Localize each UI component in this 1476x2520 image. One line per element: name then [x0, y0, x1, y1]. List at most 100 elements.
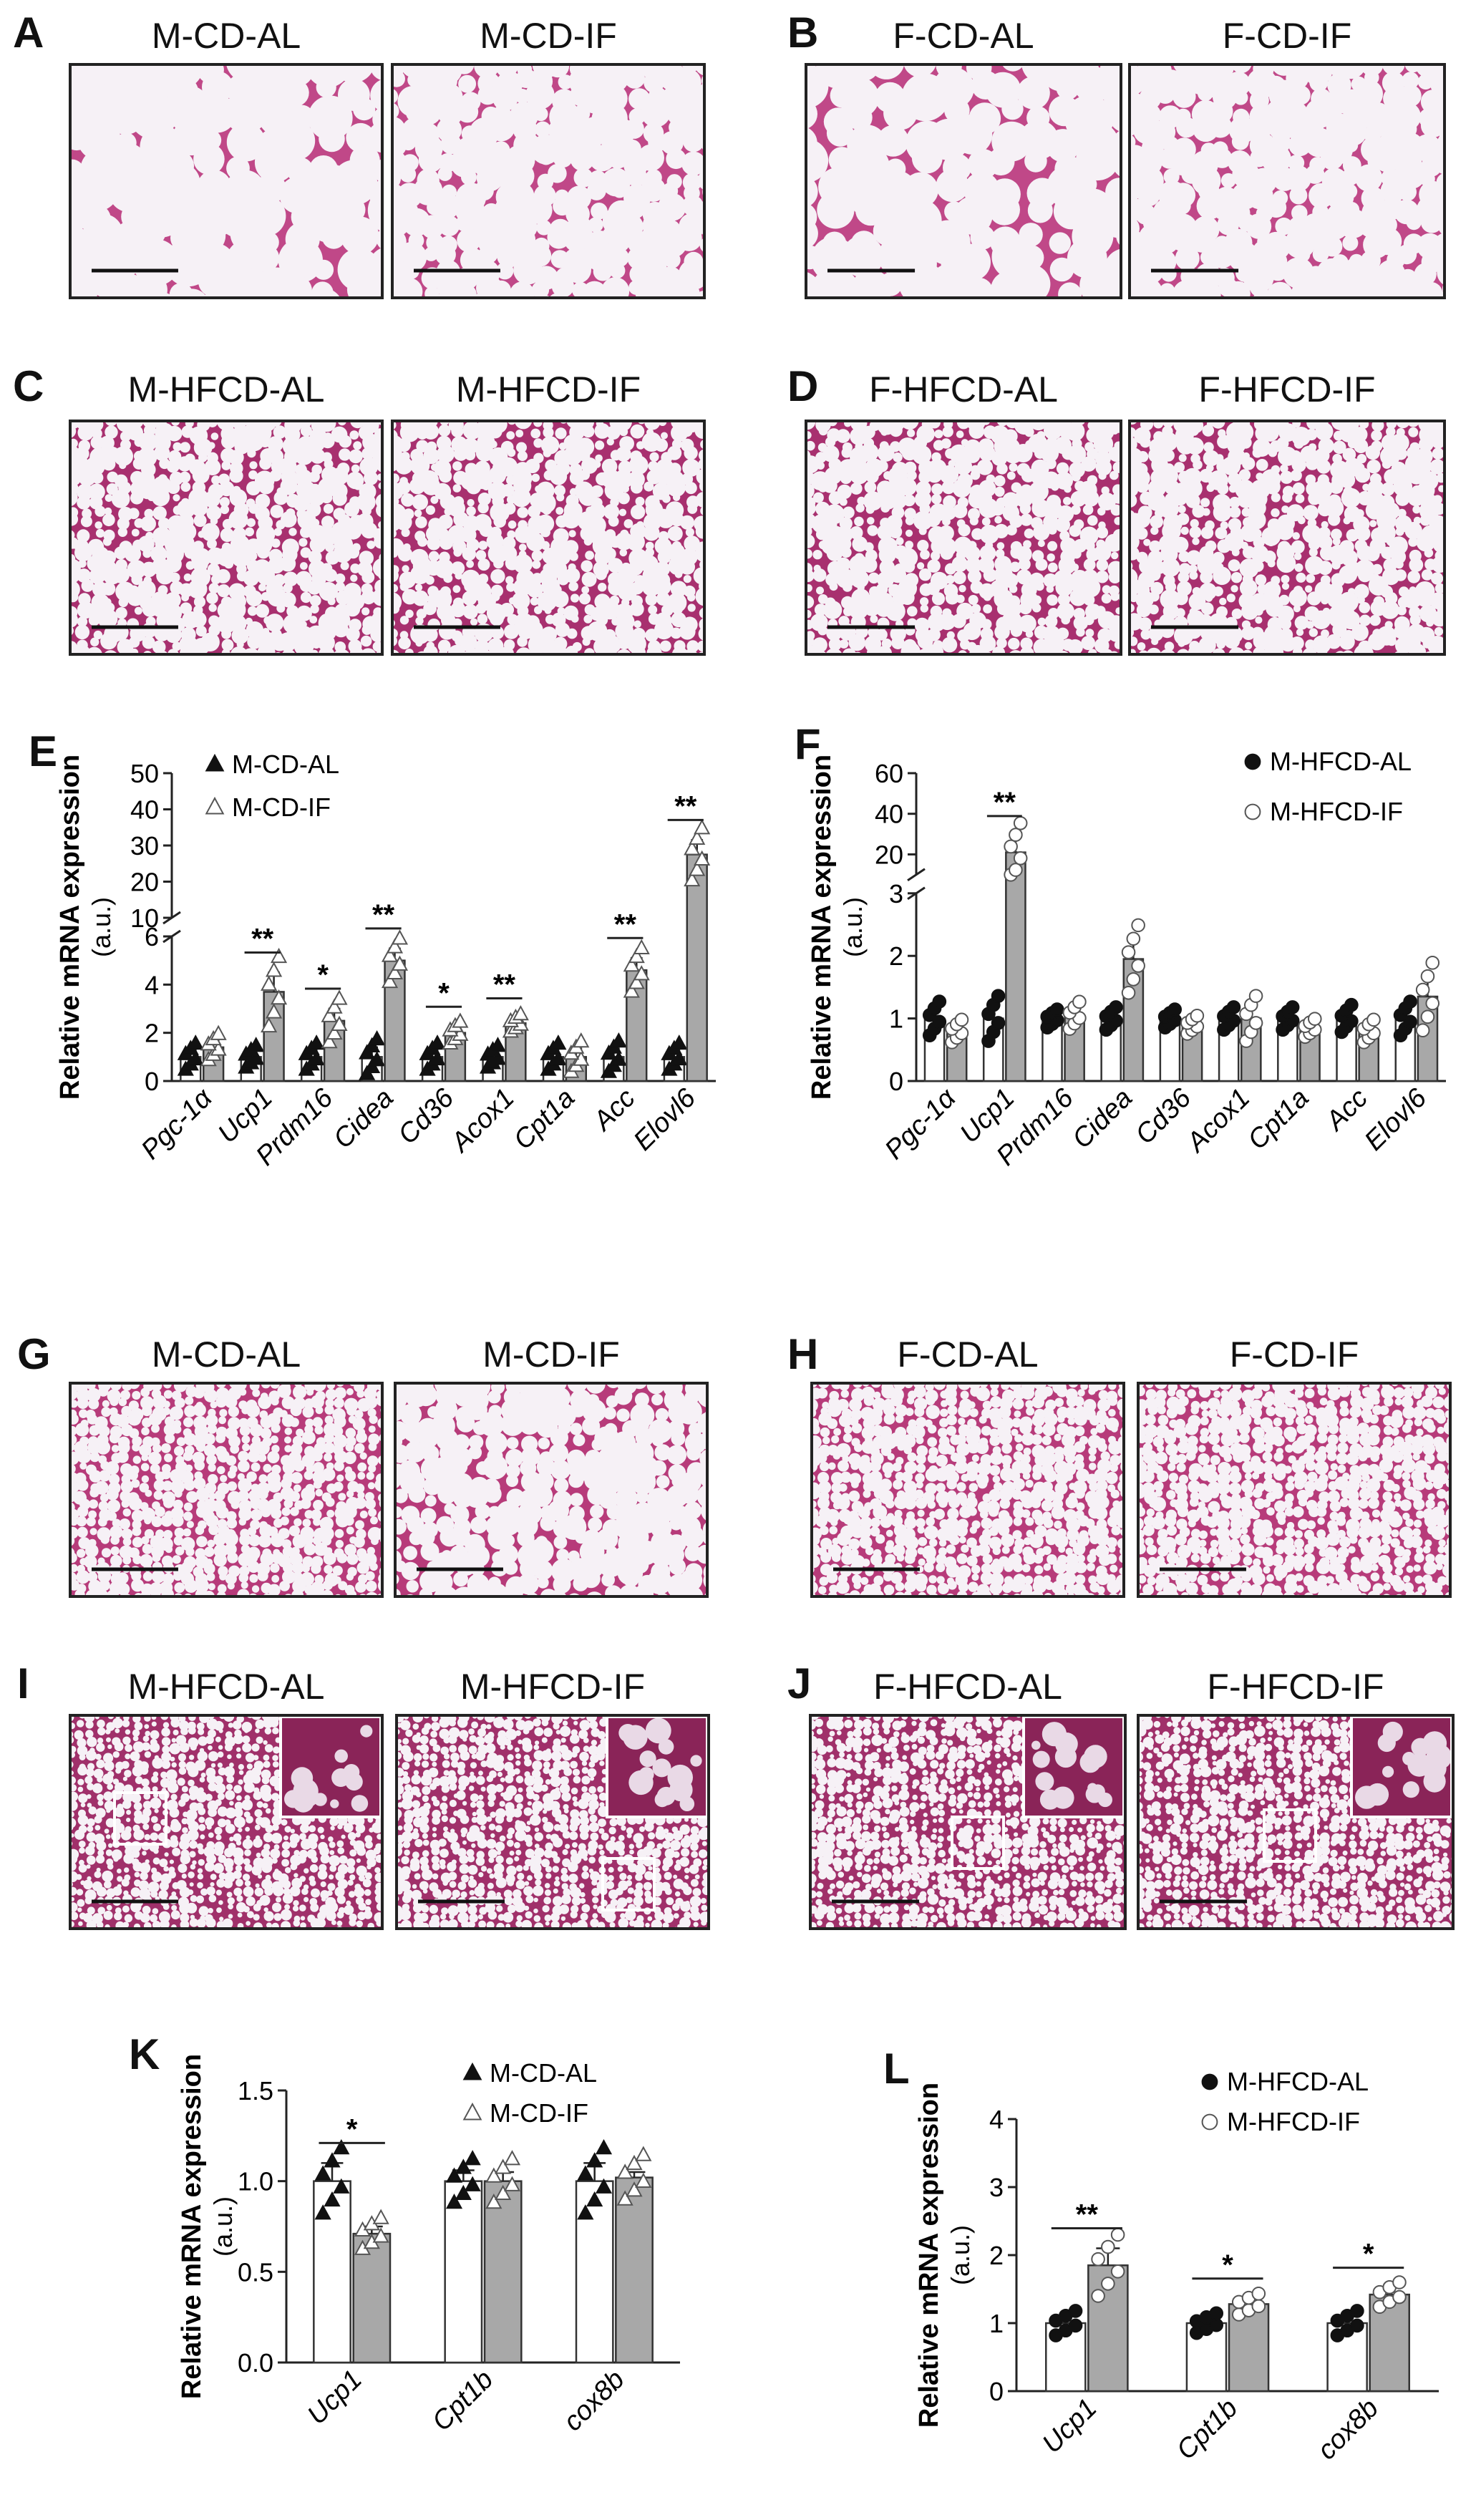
chart-svg-f: 0 1 2 3 20 40 60 Relative mRNA expression (a.u.)… [807, 747, 1446, 1171]
x-category-label: Cpt1b [1171, 2393, 1243, 2466]
y-tick-label: 1.0 [238, 2167, 273, 2196]
data-point [1009, 828, 1023, 842]
data-point [1101, 2239, 1115, 2254]
data-point [1110, 2264, 1125, 2279]
legend-label: M-HFCD-IF [1270, 797, 1403, 826]
significance-marker: * [346, 2113, 358, 2145]
data-point [1344, 997, 1359, 1012]
legend-label: M-CD-IF [232, 793, 331, 822]
data-point [635, 2146, 652, 2161]
y-axis-label: Relative mRNA expression [55, 755, 85, 1100]
bar-e-8-1 [686, 853, 708, 1082]
data-point [573, 1032, 590, 1048]
bar-k-0-1 [352, 2232, 392, 2364]
y-axis-label: Relative mRNA expression [177, 2054, 207, 2399]
histology-g-right [394, 1382, 709, 1598]
histology-j-right [1137, 1714, 1455, 1930]
data-point [372, 2209, 389, 2224]
data-point [381, 946, 399, 962]
histology-j-left [809, 1714, 1127, 1930]
y-axis-label: Relative mRNA expression [807, 755, 837, 1100]
data-point [633, 965, 650, 981]
data-point [1131, 918, 1145, 933]
chart-svg-k: 0.0 0.5 1.0 1.5 Relative mRNA expression (a.u… [177, 2054, 680, 2437]
y-tick-label: 6 [145, 922, 159, 951]
bar-k-1-1 [483, 2180, 523, 2364]
data-point [445, 2167, 463, 2183]
bar-f-1-1 [1005, 851, 1026, 1082]
panel-b-right-title: F-CD-IF [1222, 16, 1352, 56]
data-point [503, 2176, 521, 2191]
y-tick-label: 4 [989, 2105, 1004, 2134]
x-category-label: Cidea [328, 1083, 399, 1155]
data-point [314, 2204, 331, 2220]
significance-marker: ** [674, 790, 697, 822]
legend-marker [1244, 803, 1261, 820]
data-point [689, 829, 706, 845]
x-category-label: Cidea [1067, 1083, 1138, 1155]
histology-g-left [69, 1382, 384, 1598]
data-point [391, 955, 409, 971]
data-point [308, 1034, 325, 1050]
data-point [386, 964, 404, 979]
data-point [1392, 2275, 1407, 2289]
data-point [1425, 996, 1440, 1011]
significance-marker: ** [493, 969, 516, 1000]
data-point [550, 1034, 567, 1050]
legend-marker [1201, 2073, 1218, 2090]
data-point [1403, 1014, 1417, 1029]
y-tick-label: 0.5 [238, 2257, 273, 2287]
y-tick-label: 1.5 [238, 2076, 273, 2105]
data-point [326, 1024, 343, 1040]
data-point [1420, 1009, 1435, 1024]
data-point [1009, 863, 1023, 877]
legend-marker [462, 2102, 482, 2121]
y-tick-label: 0 [989, 2377, 1004, 2406]
data-point [1226, 1000, 1241, 1014]
data-point [512, 1004, 529, 1021]
panel-label-d: D [787, 362, 819, 410]
y-tick-label: 30 [130, 831, 159, 861]
bar-e-1-1 [263, 991, 285, 1082]
data-point [1131, 959, 1145, 973]
data-point [633, 939, 650, 954]
panel-label-f: F [795, 720, 821, 768]
histology-i-left [69, 1714, 384, 1930]
y-tick-label: 50 [130, 759, 159, 788]
data-point [485, 2167, 502, 2183]
significance-marker: ** [614, 908, 637, 940]
data-point [1350, 2318, 1364, 2333]
data-point [331, 1015, 348, 1032]
data-point [1013, 850, 1028, 866]
data-point [1167, 1002, 1183, 1017]
legend-label: M-HFCD-AL [1270, 747, 1412, 776]
data-point [1425, 956, 1440, 970]
data-point [333, 2138, 350, 2155]
data-point [386, 938, 404, 954]
legend-marker [1244, 753, 1261, 770]
data-point [1285, 1000, 1300, 1014]
data-point [210, 1024, 227, 1040]
chart-e: 0 2 4 6 10 20 30 40 50 Relative mRNA expression (a… [43, 745, 730, 1203]
significance-marker: ** [994, 787, 1016, 818]
panel-label-g: G [17, 1330, 51, 1378]
panel-label-b: B [787, 9, 819, 57]
chart-l: 0 1 2 3 4 Relative mRNA expression (a.u.) ** Ucp… [909, 2062, 1467, 2513]
histology-b-left [805, 63, 1122, 299]
data-point [1415, 1023, 1430, 1038]
data-point [1251, 2287, 1266, 2301]
data-point [187, 1034, 204, 1050]
x-category-label: Ucp1 [1036, 2393, 1102, 2459]
bar-k-0-0 [313, 2180, 351, 2364]
legend-label: M-CD-AL [232, 750, 339, 779]
data-point [455, 2184, 472, 2201]
x-category-label: Ucp1 [302, 2365, 368, 2431]
chart-svg-e: 0 2 4 610 20 30 40 50 Relative mRNA expression (a… [55, 750, 716, 1171]
panel-label-e: E [29, 727, 58, 775]
significance-marker: * [438, 977, 450, 1009]
data-point [489, 1037, 507, 1052]
data-point [1366, 1012, 1381, 1027]
x-category-label: Cpt1a [1242, 1083, 1314, 1155]
data-point [586, 2191, 603, 2207]
data-point [1126, 972, 1141, 987]
